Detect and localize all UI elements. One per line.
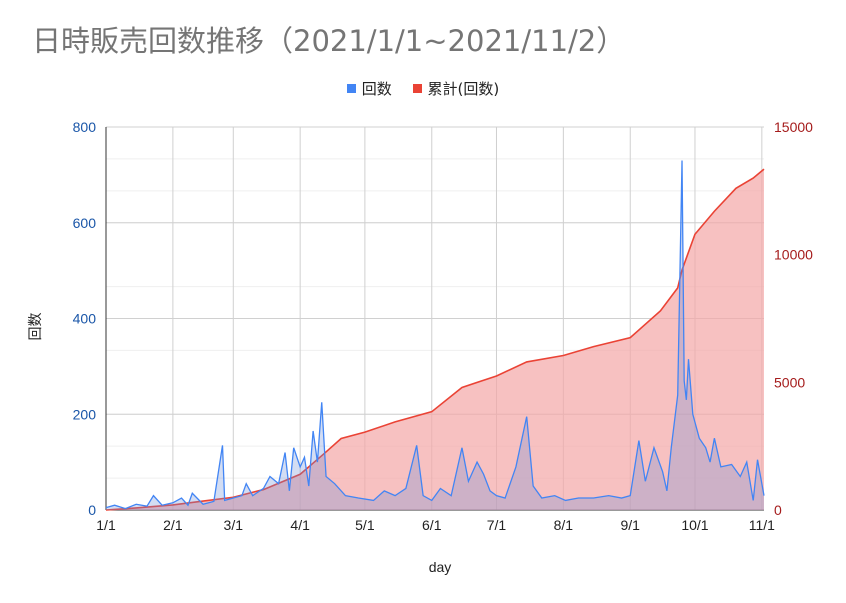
y-tick-label-right: 10000 (774, 247, 813, 263)
y-tick-label-right: 0 (774, 502, 782, 518)
series-count-area (106, 160, 764, 510)
legend-item-cumulative: 累計(回数) (412, 78, 500, 99)
y-tick-label-left: 800 (73, 119, 97, 135)
chart-title: 日時販売回数推移（2021/1/1~2021/11/2） (32, 24, 626, 58)
x-tick-label: 9/1 (621, 517, 641, 533)
x-tick-label: 1/1 (96, 517, 116, 533)
x-tick-label: 3/1 (224, 517, 244, 533)
legend-swatch-cumulative (412, 84, 422, 93)
y-tick-label-right: 15000 (774, 119, 813, 135)
x-axis-title: day (429, 559, 452, 575)
legend-item-count: 回数 (346, 78, 392, 99)
x-tick-label: 11/1 (749, 517, 775, 533)
x-tick-label: 10/1 (681, 517, 708, 533)
series-cumulative-line (105, 168, 765, 511)
x-tick-label: 8/1 (554, 517, 574, 533)
legend-swatch-count (346, 84, 356, 93)
y-tick-label-left: 200 (73, 406, 97, 422)
legend: 回数 累計(回数) (0, 78, 846, 99)
x-tick-label: 7/1 (487, 517, 507, 533)
x-tick-label: 6/1 (422, 517, 442, 533)
y-tick-label-left: 0 (88, 502, 96, 518)
y-tick-label-left: 600 (73, 215, 97, 231)
legend-label-count: 回数 (361, 80, 392, 98)
x-tick-label: 2/1 (163, 517, 183, 533)
x-tick-label: 4/1 (290, 517, 310, 533)
x-tick-label: 5/1 (355, 517, 375, 533)
y-axis-title-left: 回数 (27, 313, 43, 341)
y-tick-label-right: 5000 (774, 374, 805, 390)
series-cumulative-area (106, 169, 764, 510)
legend-label-cumulative: 累計(回数) (427, 80, 500, 98)
series-count-line (105, 160, 765, 510)
y-tick-label-left: 400 (73, 311, 97, 327)
